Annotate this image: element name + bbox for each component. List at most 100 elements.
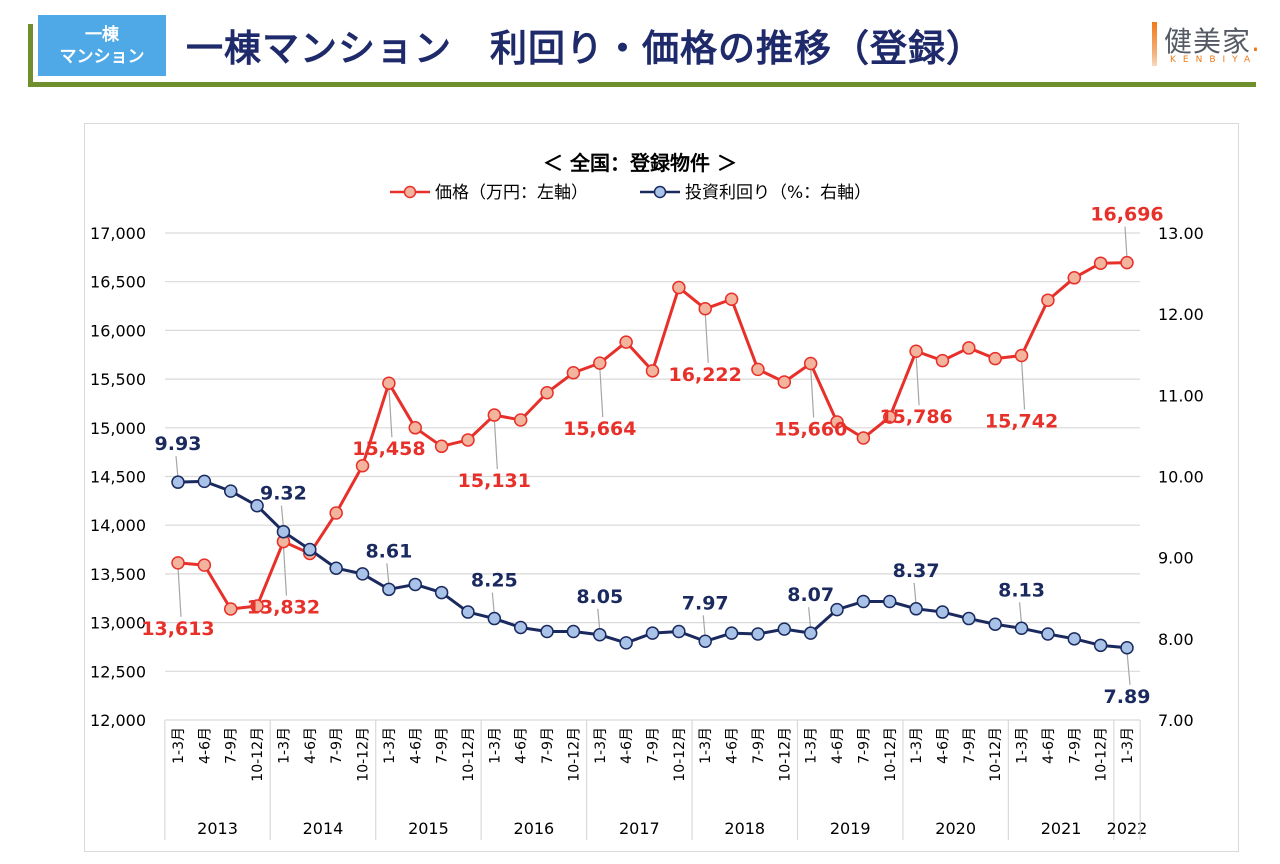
yield-point [698,634,712,649]
x-tick-label: 4-6月 [830,727,846,764]
right-tick-label: 9.00 [1158,549,1194,568]
yield-point [988,617,1002,631]
yield-point [777,622,792,636]
price-point [1041,293,1055,307]
header-underline [28,82,1256,87]
left-axis-ticks: 12,000 12,500 13,000 13,500 14,000 14,500 15,0… [90,224,146,730]
price-point [566,366,581,380]
price-leader-line [915,355,920,406]
x-tick-label: 7-9月 [856,727,872,764]
year-label: 2015 [408,819,449,838]
left-tick-label: 14,500 [90,468,146,487]
yield-point [329,561,343,575]
price-leader-line [704,312,709,363]
yield-point [461,605,475,619]
yield-leader-line [175,456,179,479]
price-point [724,292,739,306]
legend-item-yield-label: 投資利回り（%：右軸） [685,183,871,203]
x-tick-label: 1-3月 [909,727,925,764]
yield-point [303,542,317,557]
legend: 価格（万円：左軸） 投資利回り（%：右軸） [390,183,871,203]
price-data-label: 16,222 [669,364,742,386]
price-leader-line [1124,226,1128,259]
yield-point [487,611,502,626]
left-tick-label: 16,000 [90,321,146,340]
yield-point [382,582,396,597]
yield-point [645,626,660,640]
x-tick-label: 1-3月 [382,727,398,764]
price-data-label: 15,660 [774,419,847,441]
right-tick-label: 13.00 [1158,224,1204,243]
yield-data-label: 9.93 [155,433,202,455]
badge-line-2: マンション [59,46,145,67]
price-leader-line [599,367,604,418]
yield-point [909,602,923,616]
yield-point [1067,632,1082,646]
price-data-label: 13,832 [247,597,320,619]
logo-wordmark: 健美家. [1164,20,1261,60]
x-tick-label: 7-9月 [329,727,345,764]
yield-point [1093,638,1108,653]
x-tick-label: 10-12月 [672,727,688,782]
price-point [540,385,554,400]
legend-item-price-marker-icon [403,185,417,199]
legend-item-yield: 投資利回り（%：右軸） [640,183,871,203]
left-tick-label: 14,000 [90,516,146,535]
price-point [408,421,422,435]
yield-data-label: 7.89 [1104,686,1151,708]
logo-bar-icon [1152,22,1157,66]
price-point [988,351,1002,366]
right-tick-label: 12.00 [1158,305,1204,324]
badge-line-1: 一棟 [85,24,119,45]
yield-point [408,577,422,592]
price-point [382,376,396,390]
x-tick-label: 1-3月 [171,727,187,764]
yield-point [619,636,633,650]
category-badge: 一棟 マンション [38,15,166,76]
price-point [461,433,475,447]
yield-leader-line [808,607,812,630]
price-data-label: 15,458 [352,438,425,460]
yield-data-label: 7.97 [682,592,729,614]
legend-item-price-label: 価格（万円：左軸） [435,183,588,203]
price-point [935,353,950,368]
series-price [171,255,1134,616]
yield-data-label: 8.25 [471,570,518,592]
price-point [1120,255,1134,270]
price-point [883,410,897,424]
yield-point [566,624,581,639]
price-data-label: 15,786 [879,406,952,428]
x-tick-label: 7-9月 [646,727,662,764]
header-accent-rule [28,24,33,86]
left-tick-label: 17,000 [90,224,146,243]
price-leader-line [1020,359,1026,410]
legend-item-price: 価格（万円：左軸） [390,183,588,203]
price-point [1014,348,1029,363]
yield-data-label: 8.05 [576,586,623,608]
price-point [619,335,633,349]
x-axis: 1-3月 4-6月 7-9月 10-12月 1-3月 4-6月 7-9月 10-12月 1-3月… [164,719,1147,840]
left-tick-label: 12,000 [90,711,146,730]
x-tick-label: 1-3月 [487,727,503,764]
price-leader-line [493,419,498,470]
year-label: 2016 [514,819,555,838]
left-tick-label: 16,500 [90,273,146,292]
yield-data-label: 8.07 [787,584,834,606]
gridlines [165,232,1140,672]
yield-point [803,626,818,640]
price-point [223,602,238,616]
x-tick-label: 10-12月 [883,727,899,782]
price-point [962,341,976,355]
price-point [1067,271,1082,285]
left-tick-label: 15,500 [90,370,146,389]
yield-leader-line [1126,651,1131,685]
price-leader-line [282,545,288,596]
price-point [593,356,607,370]
right-tick-label: 11.00 [1158,386,1204,405]
x-tick-label: 4-6月 [1041,727,1057,764]
yield-data-label: 9.32 [260,483,307,505]
yield-leader-line [386,563,390,586]
yield-point [276,524,291,539]
yield-point [1041,627,1055,641]
